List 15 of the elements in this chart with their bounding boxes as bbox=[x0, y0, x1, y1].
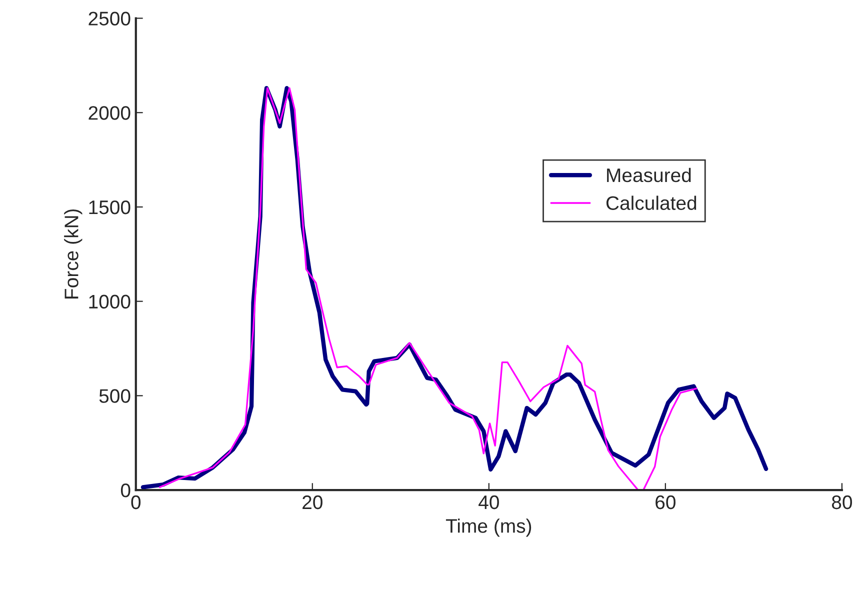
x-tick-label: 20 bbox=[302, 495, 322, 510]
x-tick-label: 60 bbox=[656, 495, 676, 510]
y-tick-label: 0 bbox=[120, 484, 130, 498]
x-tick-label: 40 bbox=[478, 495, 499, 510]
x-tick-label: 0 bbox=[131, 495, 141, 510]
x-axis-title: Time (ms) bbox=[446, 518, 532, 537]
y-tick-label: 2500 bbox=[88, 12, 130, 26]
legend-label: Calculated bbox=[606, 196, 696, 210]
y-tick-label: 2000 bbox=[88, 106, 130, 120]
y-axis-title: Force (kN) bbox=[64, 209, 82, 298]
y-tick-label: 1500 bbox=[89, 200, 130, 214]
y-tick-label: 500 bbox=[99, 389, 130, 403]
y-tick-label: 1000 bbox=[89, 294, 130, 309]
x-tick-label: 80 bbox=[832, 495, 852, 510]
legend-label: Measured bbox=[607, 168, 691, 182]
